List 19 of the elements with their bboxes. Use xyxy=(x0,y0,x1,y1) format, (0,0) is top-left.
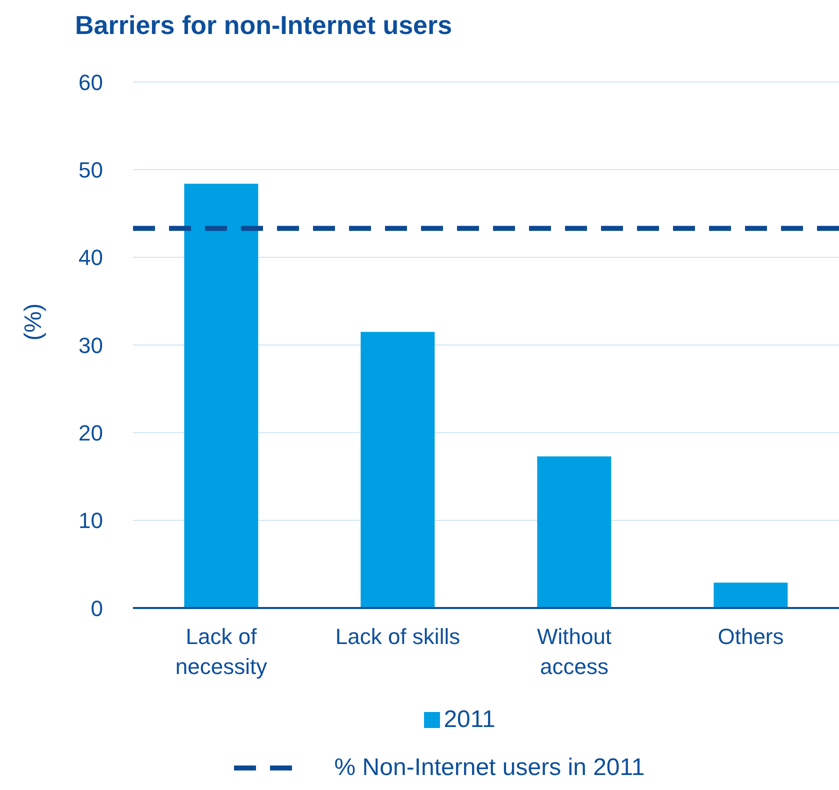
x-tick-label: Without access xyxy=(536,624,612,679)
y-tick-label: 60 xyxy=(78,70,103,95)
bar xyxy=(360,332,435,608)
y-tick-label: 0 xyxy=(90,596,103,621)
y-axis-title: (%) xyxy=(20,303,48,341)
y-tick-label: 10 xyxy=(78,508,103,534)
legend-label: 2011 xyxy=(444,706,496,734)
y-tick-label: 50 xyxy=(78,157,103,182)
x-tick-label: Lack of skills xyxy=(335,624,460,649)
x-tick-label: Others xyxy=(718,624,784,649)
x-tick-label: Lack of necessity xyxy=(175,624,268,679)
chart-title: Barriers for non-Internet users xyxy=(75,10,452,41)
bar xyxy=(184,184,258,608)
y-tick-label: 30 xyxy=(78,332,103,358)
bar xyxy=(714,582,788,608)
y-tick-label: 20 xyxy=(78,420,103,446)
legend-label: % Non-Internet users in 2011 xyxy=(334,754,645,782)
bar xyxy=(537,456,612,608)
y-tick-label: 40 xyxy=(78,245,103,270)
